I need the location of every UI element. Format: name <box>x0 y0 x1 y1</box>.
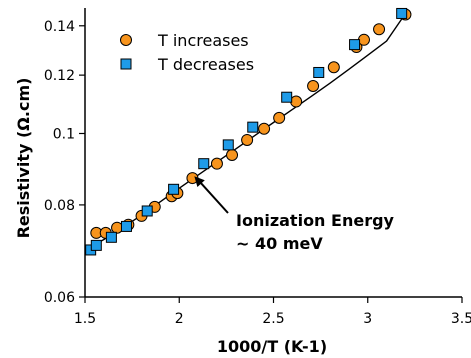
legend-marker-square <box>120 58 132 70</box>
point-t-decreases <box>349 39 361 51</box>
point-t-increases <box>307 79 320 92</box>
legend-label: T decreases <box>157 55 254 74</box>
point-t-decreases <box>198 158 210 170</box>
annotation-arrow-head <box>194 176 205 187</box>
point-t-increases <box>273 111 286 124</box>
point-t-decreases <box>90 239 102 251</box>
legend-label: T increases <box>157 31 249 50</box>
point-t-increases <box>241 133 254 146</box>
point-t-increases <box>111 221 124 234</box>
x-axis-title: 1000/T (K-1) <box>217 337 327 356</box>
y-tick-label: 0.14 <box>44 19 75 35</box>
point-t-decreases <box>120 220 132 232</box>
point-t-increases <box>327 61 340 74</box>
point-t-decreases <box>141 205 153 217</box>
point-t-increases <box>210 157 223 170</box>
point-t-decreases <box>222 139 234 151</box>
legend-marker-circle <box>120 34 132 46</box>
point-t-decreases <box>396 7 408 19</box>
axes: 1.5 2 2.5 3 3.5 0.06 0.08 0.1 0.12 0.14 <box>44 8 471 327</box>
y-axis-title: Resistivity (Ω.cm) <box>14 78 33 239</box>
y-tick-label: 0.1 <box>53 126 75 142</box>
x-tick-label: 2 <box>175 311 184 327</box>
y-tick-label: 0.12 <box>44 68 75 84</box>
legend: T increases T decreases <box>120 31 254 74</box>
point-t-decreases <box>105 231 117 243</box>
point-t-increases <box>373 23 386 36</box>
annotation-line1: Ionization Energy <box>236 211 395 230</box>
point-t-increases <box>290 95 303 108</box>
y-tick-label: 0.08 <box>44 198 75 214</box>
x-tick-label: 2.5 <box>262 311 284 327</box>
point-t-decreases <box>247 121 259 133</box>
y-tick-label: 0.06 <box>44 290 75 306</box>
point-t-decreases <box>168 183 180 195</box>
point-t-increases <box>258 122 271 135</box>
x-tick-label: 1.5 <box>74 311 96 327</box>
annotation-arrow-shaft <box>197 179 229 214</box>
point-t-decreases <box>313 66 325 78</box>
point-t-increases <box>357 33 370 46</box>
annotation-line2: ~ 40 meV <box>236 234 323 253</box>
annotation: Ionization Energy ~ 40 meV <box>194 176 395 253</box>
point-t-increases <box>226 149 239 162</box>
x-tick-label: 3 <box>363 311 372 327</box>
x-tick-label: 3.5 <box>451 311 471 327</box>
point-t-decreases <box>281 91 293 103</box>
markers-group <box>85 7 412 256</box>
